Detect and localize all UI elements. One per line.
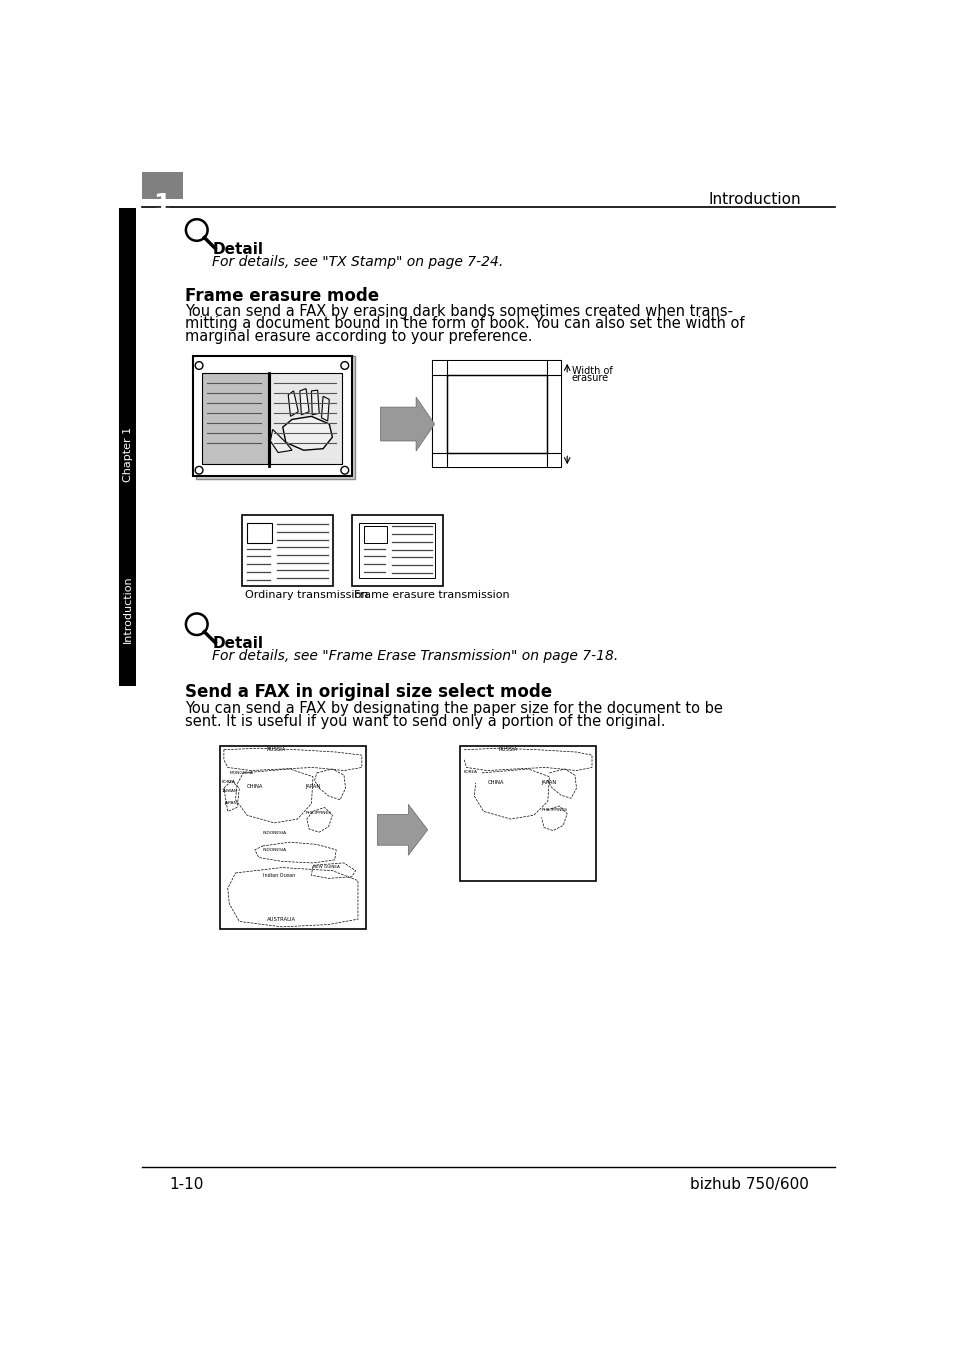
Text: CHINA: CHINA — [487, 780, 503, 786]
Polygon shape — [270, 430, 292, 453]
Polygon shape — [311, 391, 319, 415]
Bar — [352, 515, 443, 585]
Bar — [364, 526, 387, 542]
Text: JAPAN: JAPAN — [305, 784, 320, 790]
Text: erasure: erasure — [571, 373, 608, 383]
Text: RUSSIA: RUSSIA — [498, 746, 517, 752]
Bar — [433, 361, 447, 468]
Bar — [270, 373, 341, 464]
Polygon shape — [299, 388, 309, 415]
Text: JAPAN: JAPAN — [541, 780, 557, 786]
Polygon shape — [377, 804, 427, 856]
Text: Send a FAX in original size select mode: Send a FAX in original size select mode — [185, 683, 552, 700]
Text: AUSTRALIA: AUSTRALIA — [266, 918, 295, 922]
Text: TAIWAN: TAIWAN — [221, 790, 237, 794]
Text: Ordinary transmission: Ordinary transmission — [245, 591, 368, 600]
Bar — [433, 453, 560, 468]
Polygon shape — [288, 391, 298, 416]
Text: Detail: Detail — [212, 242, 263, 257]
Bar — [459, 746, 596, 880]
Text: KOREA: KOREA — [221, 780, 235, 784]
Text: Chapter 1: Chapter 1 — [123, 427, 132, 483]
Text: Frame erasure mode: Frame erasure mode — [185, 287, 379, 306]
Bar — [241, 515, 333, 585]
Text: For details, see "Frame Erase Transmission" on page 7-18.: For details, see "Frame Erase Transmissi… — [212, 649, 618, 662]
Text: You can send a FAX by erasing dark bands sometimes created when trans-: You can send a FAX by erasing dark bands… — [185, 304, 732, 319]
Bar — [447, 375, 546, 453]
Text: INDONESIA: INDONESIA — [262, 849, 287, 852]
Text: Introduction: Introduction — [708, 192, 801, 207]
Text: For details, see "TX Stamp" on page 7-24.: For details, see "TX Stamp" on page 7-24… — [212, 254, 503, 269]
Bar — [247, 523, 272, 542]
Bar — [202, 373, 268, 464]
Polygon shape — [282, 416, 332, 450]
Text: marginal erasure according to your preference.: marginal erasure according to your prefe… — [185, 329, 532, 343]
Bar — [142, 172, 183, 199]
Text: mitting a document bound in the form of book. You can also set the width of: mitting a document bound in the form of … — [185, 316, 744, 331]
Text: JAPAN: JAPAN — [224, 800, 236, 804]
Text: sent. It is useful if you want to send only a portion of the original.: sent. It is useful if you want to send o… — [185, 714, 665, 729]
Text: PHILIPPINES: PHILIPPINES — [305, 811, 331, 815]
Bar — [193, 357, 352, 476]
Text: Detail: Detail — [212, 635, 263, 650]
Text: Frame erasure transmission: Frame erasure transmission — [354, 591, 509, 600]
Text: Introduction: Introduction — [123, 575, 132, 642]
Bar — [119, 208, 136, 685]
Bar — [195, 357, 355, 480]
Text: MONGOLIA: MONGOLIA — [229, 772, 253, 776]
Text: 1: 1 — [153, 192, 171, 215]
Bar — [220, 746, 365, 929]
Text: You can send a FAX by designating the paper size for the document to be: You can send a FAX by designating the pa… — [185, 702, 722, 717]
Polygon shape — [321, 396, 329, 420]
Text: PHILIPPINES: PHILIPPINES — [541, 808, 567, 813]
Bar — [433, 361, 560, 468]
Polygon shape — [380, 397, 435, 452]
Text: Indian Ocean: Indian Ocean — [262, 873, 294, 877]
Text: Width of: Width of — [571, 365, 612, 376]
Bar — [546, 361, 560, 468]
Text: KOREA: KOREA — [464, 769, 477, 773]
Text: INDONESIA: INDONESIA — [262, 831, 287, 836]
Bar — [359, 523, 435, 579]
Text: NEW GUINEA: NEW GUINEA — [313, 864, 339, 868]
Text: RUSSIA: RUSSIA — [266, 746, 286, 752]
Text: 1-10: 1-10 — [170, 1178, 204, 1192]
Text: bizhub 750/600: bizhub 750/600 — [689, 1178, 808, 1192]
Text: CHINA: CHINA — [247, 784, 263, 790]
Bar — [433, 361, 560, 375]
